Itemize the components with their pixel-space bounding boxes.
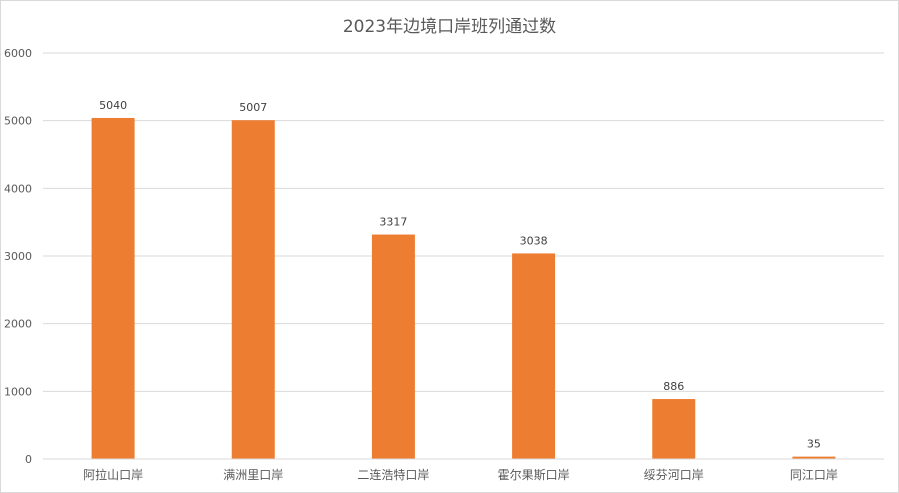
y-tick-label: 3000	[4, 250, 32, 263]
data-label: 886	[663, 380, 684, 393]
y-tick-label: 1000	[4, 385, 32, 398]
category-label: 二连浩特口岸	[357, 467, 429, 482]
bar	[231, 120, 275, 460]
gridlines	[43, 52, 884, 392]
y-tick-label: 4000	[4, 182, 32, 195]
y-tick-label: 2000	[4, 318, 32, 331]
category-label: 绥芬河口岸	[644, 468, 704, 482]
data-label: 3317	[379, 216, 407, 229]
bars: 5040 5007 3317 3038 886 35	[91, 99, 836, 460]
bar	[512, 253, 556, 459]
category-label: 阿拉山口岸	[83, 467, 143, 482]
y-tick-label: 0	[25, 453, 32, 466]
data-label: 5040	[99, 99, 127, 112]
y-tick-label: 6000	[4, 47, 32, 60]
chart-title: 2023年边境口岸班列通过数	[342, 17, 557, 37]
category-label: 霍尔果斯口岸	[498, 467, 570, 482]
y-tick-label: 5000	[4, 115, 32, 128]
category-label: 满洲里口岸	[223, 468, 283, 482]
data-label: 35	[807, 438, 821, 451]
y-axis: 0 1000 2000 3000 4000 5000 6000	[4, 47, 32, 466]
bar	[91, 117, 135, 460]
bar	[792, 456, 836, 459]
bar	[371, 234, 415, 459]
bar	[652, 399, 696, 459]
data-label: 3038	[520, 234, 548, 247]
x-axis: 阿拉山口岸 满洲里口岸 二连浩特口岸 霍尔果斯口岸 绥芬河口岸 同江口岸	[43, 458, 884, 482]
data-label: 5007	[239, 101, 267, 114]
category-label: 同江口岸	[790, 468, 838, 482]
